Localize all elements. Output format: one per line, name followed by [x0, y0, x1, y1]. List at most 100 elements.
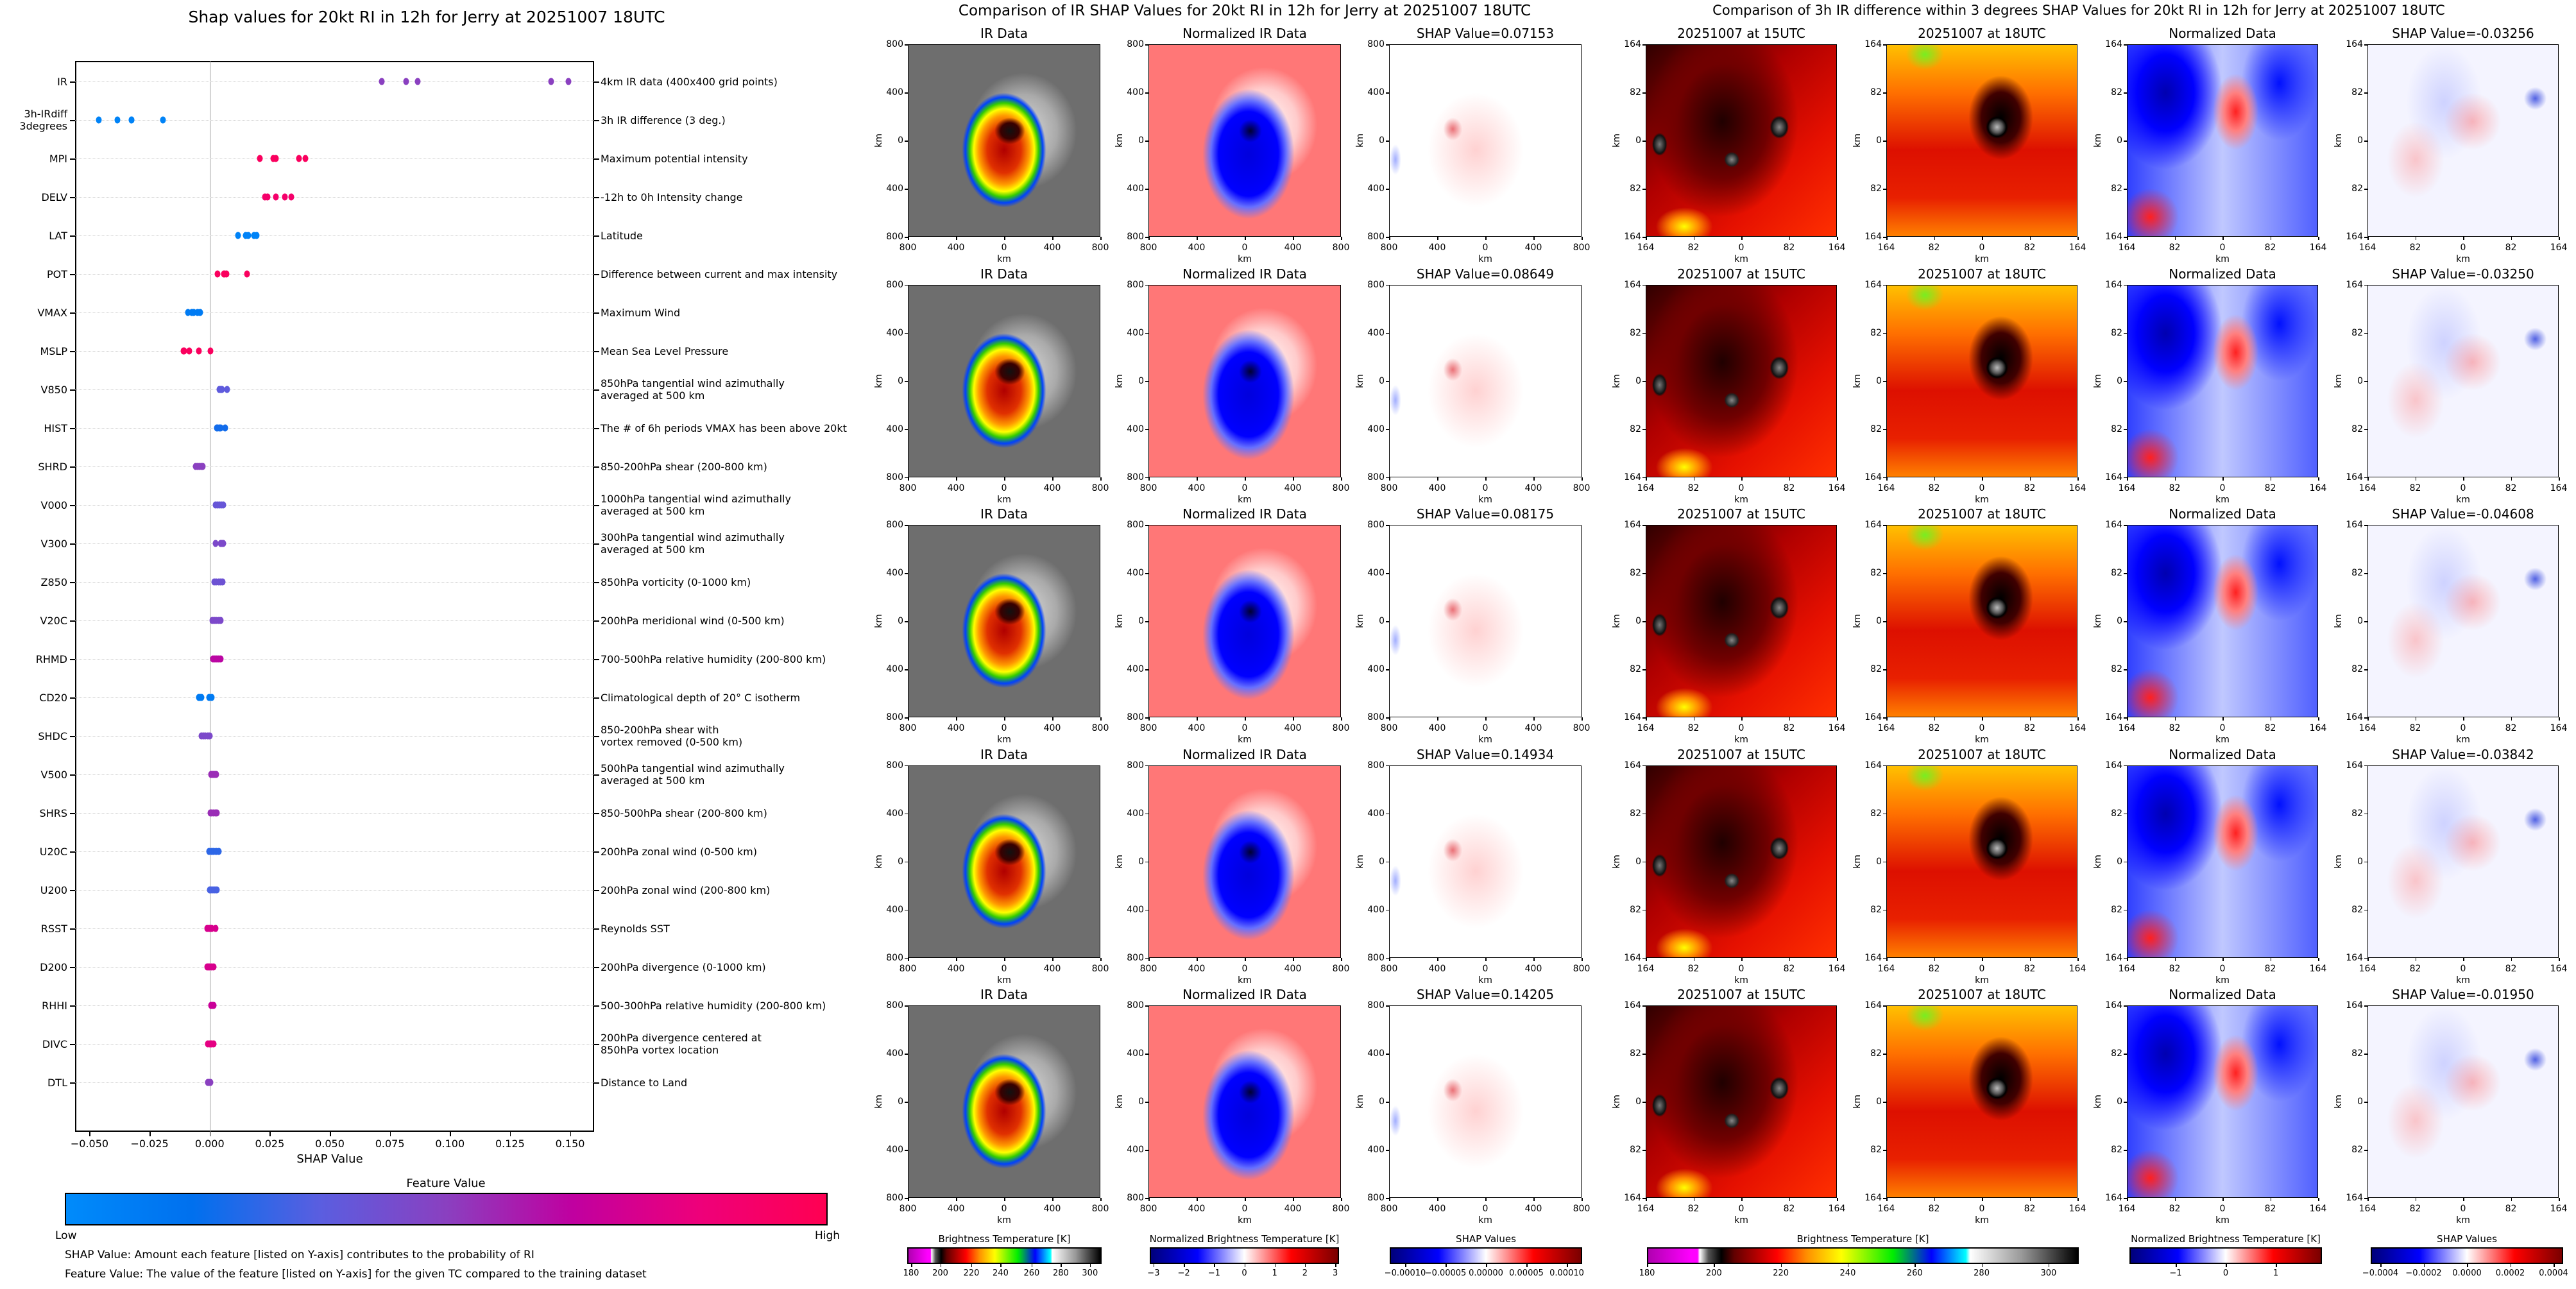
x-tick-label: 400: [1043, 723, 1061, 733]
y-tick-mark: [1145, 909, 1148, 910]
feature-code: SHDC: [38, 730, 67, 742]
y-tick-mark: [905, 573, 908, 574]
panel-title: 20251007 at 18UTC: [1918, 26, 2046, 41]
y-axis-label: km: [2333, 373, 2344, 388]
y-tick-mark: [1386, 813, 1389, 814]
x-tick-mark: [1437, 957, 1438, 961]
y-tick-label: 82: [2111, 327, 2122, 338]
y-tick-mark: [905, 717, 908, 719]
y-tick-label: 82: [2351, 87, 2363, 98]
x-tick-label: −0.050: [70, 1138, 109, 1150]
ir-shap-image: [1389, 765, 1582, 958]
x-tick-label: 800: [1091, 963, 1109, 974]
x-tick-label: 164: [2068, 243, 2086, 253]
shap-point: [212, 925, 219, 932]
diff-shap-image: [2367, 1005, 2559, 1198]
x-tick-label: 82: [1687, 723, 1700, 733]
x-tick-label: 400: [1043, 963, 1061, 974]
row-gridline: [75, 235, 594, 236]
feature-value-colorbar: [65, 1193, 828, 1225]
row-gridline: [75, 813, 594, 814]
x-tick-mark: [2367, 1198, 2369, 1201]
x-tick-mark: [2174, 237, 2176, 240]
ir-18utc-image: [1886, 525, 2077, 717]
y-tick-mark: [1642, 284, 1646, 286]
y-tick-label: 164: [2346, 520, 2363, 530]
colorbar-label: SHAP Values: [1456, 1233, 1516, 1245]
row-gridline: [75, 582, 594, 583]
x-tick-label: 164: [2358, 243, 2376, 253]
y-axis-label: km: [2333, 614, 2344, 628]
y-tick-mark: [905, 765, 908, 766]
diff-normalized-colorbar: [2129, 1247, 2322, 1264]
x-tick-mark: [2415, 957, 2416, 961]
x-tick-label: 0: [1979, 482, 1985, 493]
x-tick-mark: [908, 477, 909, 481]
y-tick-label: 164: [1864, 232, 1882, 242]
x-tick-label: 0: [1001, 723, 1007, 733]
x-tick-mark: [1148, 477, 1150, 481]
y-tick-label: 164: [1624, 712, 1641, 722]
y-tick-mark: [1145, 429, 1148, 430]
y-tick-label: 0: [1138, 135, 1144, 146]
x-tick-mark: [956, 1198, 957, 1201]
colorbar-tick-mark: [1981, 1264, 1983, 1267]
x-tick-mark: [956, 957, 957, 961]
y-tick-mark: [1145, 477, 1148, 478]
row-gridline: [75, 1082, 594, 1083]
y-tick-label: 800: [1367, 952, 1385, 963]
colorbar-tick-label: 220: [1773, 1268, 1789, 1278]
colorbar-tick-label: 0.00005: [1509, 1268, 1544, 1278]
x-tick-mark: [1982, 477, 1983, 481]
x-tick-label: 400: [1428, 482, 1446, 493]
y-tick-label: 82: [2111, 1145, 2122, 1155]
feature-description: 200hPa zonal wind (0-500 km): [601, 845, 757, 858]
x-tick-mark: [2127, 957, 2128, 961]
ir-normalized-colorbar: [1150, 1247, 1339, 1264]
x-tick-label: 0: [2460, 1204, 2466, 1214]
panel-title: Normalized Data: [2169, 266, 2276, 282]
y-tick-mark: [1145, 141, 1148, 142]
colorbar-label: SHAP Values: [2437, 1233, 2497, 1245]
y-tick-label: 0: [1379, 135, 1385, 146]
colorbar-tick-label: 0.00010: [1549, 1268, 1584, 1278]
ir-15utc-image: [1646, 284, 1837, 477]
x-tick-mark: [1100, 957, 1102, 961]
colorbar-tick-label: 180: [903, 1268, 919, 1278]
x-tick-mark: [1741, 717, 1743, 721]
x-tick-mark: [1646, 717, 1647, 721]
y-tick-label: 82: [1870, 1048, 1882, 1059]
y-tick-mark: [905, 1054, 908, 1055]
y-tick-label: 0: [2117, 1097, 2122, 1107]
y-axis-label: km: [1354, 1095, 1365, 1109]
panel-title: 20251007 at 18UTC: [1918, 987, 2046, 1002]
x-tick-label: 800: [1332, 963, 1350, 974]
y-tick-label: 82: [2351, 904, 2363, 915]
panel-title: Normalized IR Data: [1182, 987, 1307, 1002]
y-tick-mark: [905, 189, 908, 190]
x-tick-mark: [1741, 477, 1743, 481]
panel-title: Normalized IR Data: [1182, 266, 1307, 282]
x-tick-label: 0: [1001, 482, 1007, 493]
shap-point: [197, 309, 203, 316]
x-tick-mark: [2367, 237, 2369, 240]
note-shap-value: SHAP Value: Amount each feature [listed …: [65, 1249, 534, 1261]
y-tick-mark: [1883, 621, 1886, 622]
x-tick-label: 800: [899, 723, 917, 733]
x-tick-mark: [2318, 237, 2319, 240]
shap-point: [207, 732, 213, 740]
y-tick-label: 82: [2351, 808, 2363, 819]
feature-description: Distance to Land: [601, 1076, 688, 1089]
x-tick-mark: [2318, 1198, 2319, 1201]
x-tick-label: 400: [1043, 243, 1061, 253]
y-tick-mark: [1386, 1005, 1389, 1007]
y-tick-label: 82: [1870, 664, 1882, 674]
x-tick-label: 0: [1738, 1204, 1744, 1214]
y-tick-mark-right: [594, 928, 599, 930]
y-tick-mark-right: [594, 120, 599, 121]
shap-point: [200, 463, 206, 470]
colorbar-label: Normalized Brightness Temperature [K]: [2131, 1233, 2321, 1245]
x-tick-mark: [1886, 1198, 1888, 1201]
y-tick-label: 800: [886, 952, 903, 963]
x-tick-label: 82: [1783, 243, 1795, 253]
